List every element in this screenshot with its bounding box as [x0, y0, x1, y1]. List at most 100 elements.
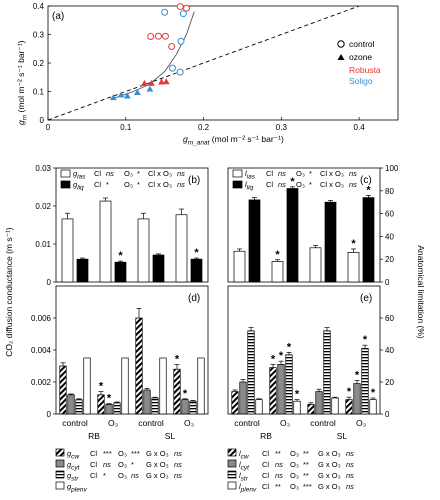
y-tick-label-a: 0: [40, 116, 45, 125]
bar-gcw: [135, 317, 143, 415]
bar-lias: [271, 261, 284, 283]
legend-stat-text: Cl: [262, 449, 269, 458]
cultivar-label: SL: [165, 431, 176, 441]
legend-symbol-subscript: cw: [71, 454, 80, 461]
legend-symbol-symbol: l: [239, 482, 241, 491]
panel-c-legend-symbol-symbol: l: [245, 180, 247, 189]
legend-stat-text: *: [103, 471, 106, 480]
x-group-label: control: [138, 418, 164, 428]
bar-lcw: [231, 391, 239, 415]
bar-lcyt: [353, 383, 361, 415]
data-point-soligo-control: [179, 10, 187, 18]
x-group-label: control: [234, 418, 260, 428]
panel-b-stat-text: O₃: [124, 180, 133, 189]
panel-d-y-tick-label: 0.004: [31, 346, 52, 355]
legend-swatch: [55, 459, 65, 468]
y-tick-label-a: 0.1: [33, 88, 45, 97]
data-point-robusta-ozone: [141, 79, 148, 86]
y-axis-label-part: (mol m⁻² s⁻¹ bar⁻¹): [16, 40, 26, 115]
legend-symbol-subscript: str: [71, 476, 79, 483]
legend-symbol-symbol: g: [67, 449, 72, 458]
legend-ozone-label: ozone: [349, 52, 372, 62]
legend-stat-text: O₃: [290, 449, 299, 458]
data-point-robusta-control: [182, 4, 190, 12]
panel-b-label: (b): [188, 175, 200, 186]
significance-star: *: [351, 238, 356, 250]
bar-gliq: [76, 258, 89, 283]
data-point-soligo-ozone: [134, 89, 141, 96]
x-group-label: O₃: [356, 418, 366, 428]
legend-symbol-subscript: plenv: [70, 487, 87, 494]
legend-stat-text: ns: [346, 482, 354, 491]
panel-b-y-tick-label: 0.03: [35, 164, 51, 173]
panel-c-stat-text: ns: [349, 180, 357, 189]
legend-symbol-subscript: cyt: [71, 465, 81, 472]
x-tick-label-a: 0.1: [120, 123, 132, 132]
legend-stat-text: O₃: [290, 471, 299, 480]
legend-stat-text: Cl: [90, 449, 97, 458]
bar-gcyt: [105, 404, 113, 415]
data-point-soligo-ozone: [109, 94, 117, 101]
fit-curve: [112, 11, 195, 100]
panel-c-y-tick-label: 80: [385, 187, 394, 196]
panel-b-stat-text: Cl x O₃: [148, 180, 172, 189]
panel-d-y-tick-label: 0.002: [31, 378, 52, 387]
bar-lplenv: [255, 399, 263, 415]
significance-star: *: [295, 389, 300, 401]
bar-lias: [309, 247, 322, 283]
panel-c-stat-text: Cl: [266, 169, 273, 178]
bar-lplenv: [331, 397, 339, 415]
data-point-soligo-control: [161, 8, 169, 16]
legend-stat-text: ns: [174, 449, 182, 458]
legend-stat-text: Cl: [262, 460, 269, 469]
x-tick-label-a: 0.3: [276, 123, 288, 132]
data-point-robusta-control: [168, 42, 176, 50]
bar-gplenv: [83, 357, 91, 415]
legend-swatch: [227, 459, 237, 468]
bar-lcw: [307, 404, 315, 415]
legend-symbol: gcyt: [67, 460, 81, 472]
x-group-label: control: [62, 418, 88, 428]
bar-lliq: [362, 197, 375, 283]
panel-b-legend-symbol-symbol: g: [73, 180, 78, 189]
data-point-soligo-control: [168, 64, 176, 72]
cultivar-label: RB: [260, 431, 272, 441]
bar-gplenv: [159, 357, 167, 415]
bar-gstr: [151, 397, 159, 415]
legend-symbol-subscript: plenv: [240, 487, 257, 494]
panel-label-a: (a): [52, 11, 64, 22]
bar-lias: [233, 250, 246, 283]
bar-lstr: [247, 330, 255, 415]
x-axis-label-part: (mol m⁻² s⁻¹ bar⁻¹): [209, 134, 284, 144]
legend-stat-text: G x O₃: [318, 471, 341, 480]
x-group-label: O₃: [280, 418, 290, 428]
legend-control-label: control: [349, 39, 375, 49]
one-to-one-line: [47, 5, 360, 121]
x-axis-label-part: g: [183, 134, 188, 144]
x-axis-label-part: m_anat: [188, 140, 211, 147]
legend-symbol-symbol: l: [239, 460, 241, 469]
panel-b-stat-text: Cl: [94, 180, 101, 189]
legend-stat-text: **: [275, 449, 281, 458]
significance-star: *: [175, 353, 180, 365]
legend-stat-text: O₃: [118, 449, 127, 458]
panel-b-frame: [55, 167, 209, 283]
legend-swatch: [55, 470, 65, 479]
significance-star: *: [355, 369, 360, 381]
panel-c-legend-symbol: lias: [245, 169, 256, 181]
x-tick-label-a: 0.4: [354, 123, 366, 132]
y-axis-label-right: Anatomical limitation (%): [416, 245, 426, 339]
significance-star: *: [366, 184, 371, 196]
data-point-robusta-ozone: [158, 78, 165, 85]
plot-frame-a: [47, 5, 399, 121]
legend-symbol: lplenv: [239, 482, 257, 494]
x-tick-label-a: 0: [46, 123, 51, 132]
panel-c-stat-text: ns: [278, 169, 286, 178]
panel-c-label: (c): [360, 175, 372, 186]
legend-stat-text: ***: [131, 449, 140, 458]
legend-ozone-marker: [337, 54, 345, 60]
panel-c-legend-symbol-subscript: ias: [247, 174, 256, 181]
panel-c-stat-text: O₃: [296, 180, 305, 189]
legend-stat-text: ns: [346, 460, 354, 469]
bar-gcw: [97, 394, 105, 415]
